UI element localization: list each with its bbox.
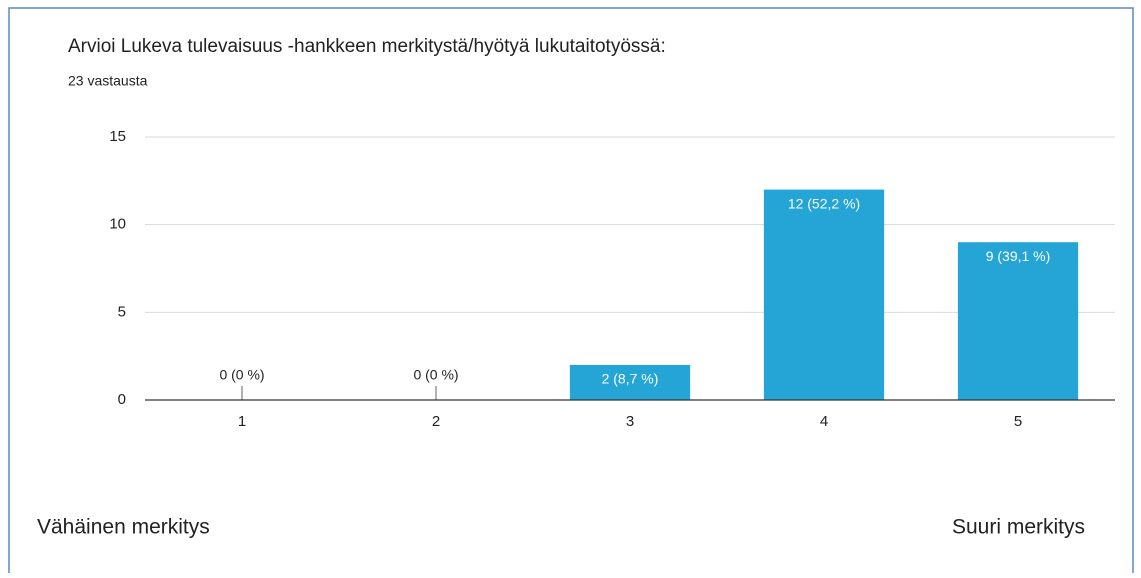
chart-subtitle: 23 vastausta	[68, 73, 148, 89]
x-tick-label: 3	[626, 413, 634, 430]
y-tick-label: 10	[109, 216, 126, 233]
bar	[569, 364, 691, 400]
y-tick-label: 15	[109, 128, 126, 145]
x-tick-label: 4	[820, 413, 828, 430]
data-label: 12 (52,2 %)	[788, 195, 860, 211]
bar	[957, 242, 1079, 400]
frame	[8, 7, 1134, 573]
y-tick-label: 0	[118, 391, 126, 408]
x-tick-label: 2	[432, 413, 440, 430]
annotation: Suuri merkitys	[952, 516, 1085, 539]
y-tick-label: 5	[118, 303, 126, 320]
x-tick-label: 1	[238, 413, 246, 430]
data-label: 0 (0 %)	[413, 367, 458, 383]
data-label: 9 (39,1 %)	[986, 248, 1051, 264]
x-tick-label: 5	[1014, 413, 1022, 430]
annotation: Vähäinen merkitys	[37, 516, 210, 539]
data-label: 0 (0 %)	[219, 367, 264, 383]
bar	[763, 189, 885, 400]
chart-title: Arvioi Lukeva tulevaisuus -hankkeen merk…	[68, 36, 666, 57]
data-label: 2 (8,7 %)	[602, 371, 659, 387]
